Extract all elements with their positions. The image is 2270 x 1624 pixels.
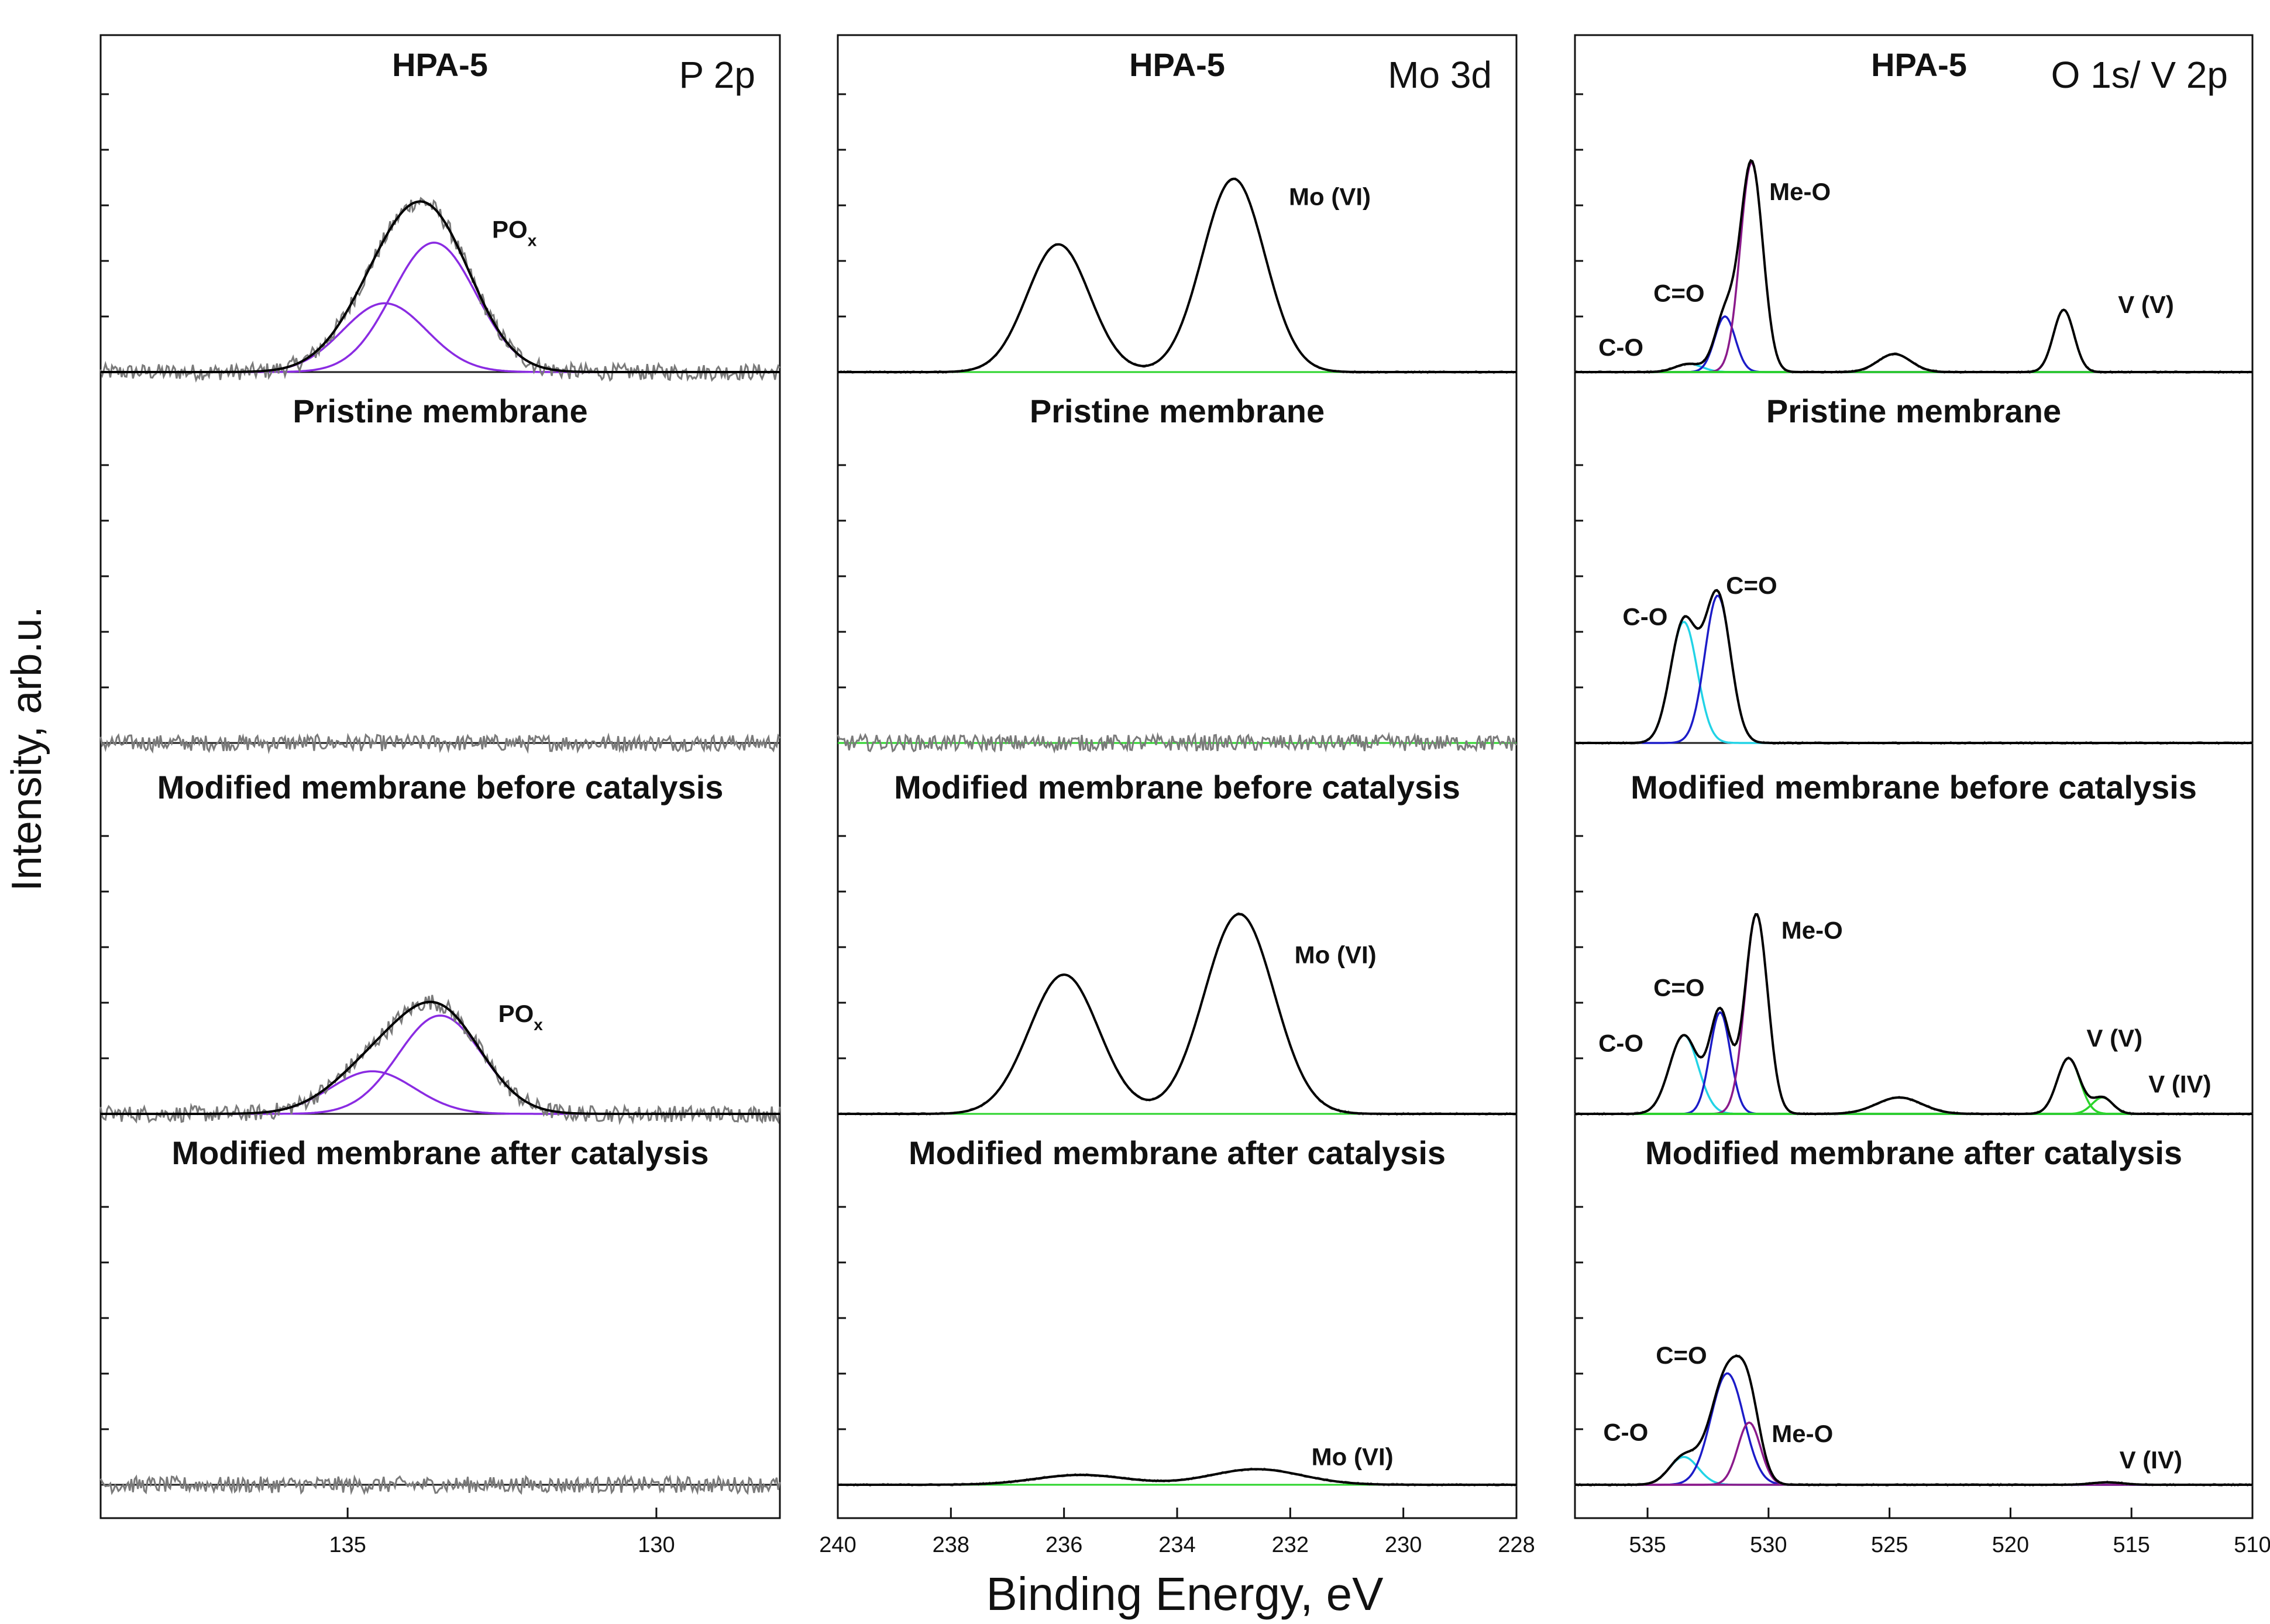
peak-annotation: C-O xyxy=(1598,333,1643,361)
fit-envelope xyxy=(101,1000,780,1115)
peak-annotation: C-O xyxy=(1603,1418,1648,1446)
measured-spectrum xyxy=(837,1467,1516,1487)
x-tick-label: 535 xyxy=(1629,1533,1666,1557)
component-peak xyxy=(101,1070,780,1115)
panel-label: Modified membrane before catalysis xyxy=(1631,769,2197,806)
peak-annotation: POx xyxy=(498,1000,544,1034)
measured-spectrum xyxy=(837,912,1517,1116)
x-tick-label: 236 xyxy=(1045,1533,1082,1557)
x-tick-label: 232 xyxy=(1272,1533,1309,1557)
panel-2: Pristine membrane C-O C=O xyxy=(1574,393,2254,745)
component-peak xyxy=(101,242,780,373)
peak-annotation: Me-O xyxy=(1781,916,1843,944)
peak-annotation: V (IV) xyxy=(2120,1446,2182,1474)
peak-annotation: Mo (VI) xyxy=(1289,183,1371,210)
x-tick-label: 240 xyxy=(819,1533,856,1557)
x-tick-label: 228 xyxy=(1498,1533,1535,1557)
fit-envelope xyxy=(1575,159,2252,373)
core-level-title: P 2p xyxy=(679,54,756,96)
component-peak xyxy=(101,1014,780,1115)
component-peak xyxy=(1575,1011,2252,1115)
spectra-columns: 135 130 P 2p HPA-5 POx Pristine membrane Modif… xyxy=(99,34,2270,1557)
panel-4: Modified membrane after catalysis C=O C-O M… xyxy=(1574,1134,2253,1487)
measured-spectrum xyxy=(99,732,781,755)
x-tick-label: 230 xyxy=(1385,1533,1422,1557)
peak-annotation: Mo (VI) xyxy=(1312,1443,1394,1470)
fit-envelope xyxy=(101,200,780,373)
panel-3: Modified membrane before catalysis Me-O C=… xyxy=(1574,769,2253,1116)
peak-annotation: POx xyxy=(492,215,537,249)
measured-spectrum xyxy=(99,1474,781,1495)
panel-4: Modified membrane after catalysis Mo (VI) xyxy=(837,1134,1516,1487)
panel-label: Modified membrane after catalysis xyxy=(171,1134,708,1171)
sample-label: HPA-5 xyxy=(392,46,488,83)
panel-2: Pristine membrane xyxy=(99,393,781,755)
panel-2: Pristine membrane xyxy=(837,393,1518,754)
x-tick-label: 530 xyxy=(1750,1533,1787,1557)
sample-label: HPA-5 xyxy=(1129,46,1225,83)
x-tick-label: 238 xyxy=(933,1533,969,1557)
panel-label: Modified membrane before catalysis xyxy=(894,769,1460,806)
measured-spectrum xyxy=(837,177,1517,374)
measured-spectrum xyxy=(837,731,1518,754)
column-1: 135 130 P 2p HPA-5 POx Pristine membrane Modif… xyxy=(99,34,781,1557)
x-tick-label: 510 xyxy=(2234,1533,2270,1557)
x-tick-label: 130 xyxy=(638,1533,675,1557)
x-axis-label: Binding Energy, eV xyxy=(986,1568,1384,1620)
panel-label: Modified membrane before catalysis xyxy=(157,769,724,806)
fit-envelope xyxy=(838,177,1516,373)
column-3: 535 530 525 520 515 510 O 1s/ V 2p HPA-5 Me-O C=O… xyxy=(1574,34,2270,1557)
component-peak xyxy=(101,302,780,373)
sample-label: HPA-5 xyxy=(1871,46,1967,83)
component-peak xyxy=(1575,161,2252,373)
x-tick-label: 135 xyxy=(329,1533,366,1557)
x-tick-label: 520 xyxy=(1992,1533,2029,1557)
core-level-title: Mo 3d xyxy=(1388,54,1492,96)
peak-annotation: C=O xyxy=(1653,973,1705,1001)
panel-1: HPA-5 Me-O C=O C-O V (V) xyxy=(1574,46,2253,374)
peak-annotation: C-O xyxy=(1598,1030,1643,1057)
panel-3: Modified membrane before catalysis Mo (VI… xyxy=(837,769,1517,1116)
peak-annotation: Mo (VI) xyxy=(1295,941,1377,968)
plot-frame xyxy=(1574,34,2254,1519)
fit-envelope xyxy=(1575,1354,2252,1486)
x-tick-label: 234 xyxy=(1158,1533,1195,1557)
panel-label: Modified membrane after catalysis xyxy=(909,1134,1446,1171)
measured-spectrum xyxy=(1574,159,2253,374)
fit-envelope xyxy=(1575,913,2252,1115)
peak-annotation: V (IV) xyxy=(2148,1071,2211,1098)
x-tick-label: 515 xyxy=(2113,1533,2150,1557)
peak-annotation: C=O xyxy=(1653,280,1705,307)
panel-1: HPA-5 POx xyxy=(99,46,781,383)
core-level-title: O 1s/ V 2p xyxy=(2051,54,2228,96)
measured-spectrum xyxy=(1574,590,2254,745)
measured-spectrum xyxy=(99,197,781,383)
panel-3: Modified membrane before catalysis POx xyxy=(99,769,781,1126)
peak-annotation: Me-O xyxy=(1772,1420,1833,1447)
fit-envelope xyxy=(1575,589,2252,744)
panel-label: Pristine membrane xyxy=(293,393,587,429)
panel-label: Modified membrane after catalysis xyxy=(1645,1134,2182,1171)
panel-4: Modified membrane after catalysis xyxy=(99,1134,781,1495)
peak-annotation: Me-O xyxy=(1769,178,1831,205)
fit-envelope xyxy=(838,913,1516,1115)
fit-envelope xyxy=(838,1468,1516,1486)
peak-annotation: V (V) xyxy=(2086,1024,2142,1052)
panel-label: Pristine membrane xyxy=(1030,393,1325,429)
x-tick-label: 525 xyxy=(1871,1533,1908,1557)
panel-1: HPA-5 Mo (VI) xyxy=(837,46,1517,374)
panel-label: Pristine membrane xyxy=(1766,393,2061,429)
plot-frame xyxy=(99,34,781,1519)
column-2: 240 238 236 234 232 230 228 Mo 3d HPA-5 Mo (VI) Pr… xyxy=(819,34,1535,1557)
peak-annotation: V (V) xyxy=(2118,291,2174,318)
peak-annotation: C-O xyxy=(1622,603,1667,630)
y-axis-label: Intensity, arb.u. xyxy=(4,607,50,892)
peak-annotation: C=O xyxy=(1656,1341,1707,1369)
peak-annotation: C=O xyxy=(1726,572,1777,599)
component-peak xyxy=(1575,594,2252,744)
